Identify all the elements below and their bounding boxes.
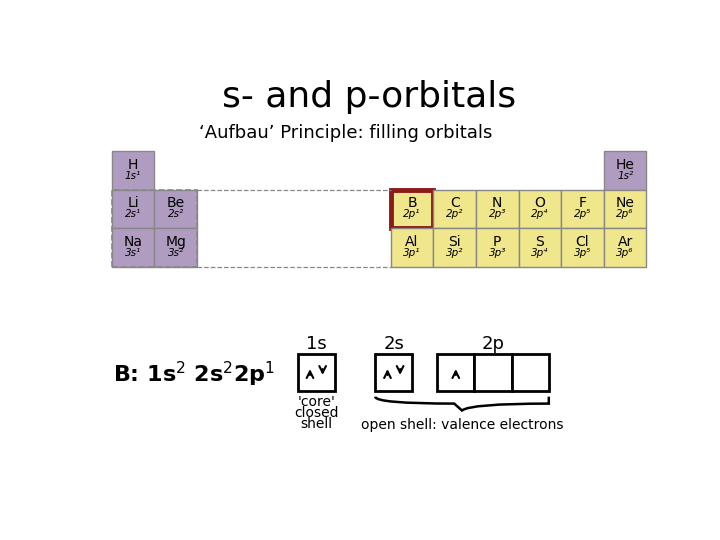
Text: S: S [536, 235, 544, 249]
Bar [476, 190, 518, 228]
Bar [518, 228, 561, 267]
Text: s- and p-orbitals: s- and p-orbitals [222, 80, 516, 114]
Text: closed: closed [294, 406, 338, 420]
Bar [474, 354, 512, 390]
Text: 3p⁶: 3p⁶ [616, 248, 634, 258]
Text: 2s¹: 2s¹ [125, 209, 141, 219]
Bar [154, 190, 197, 228]
Text: 3p⁵: 3p⁵ [574, 248, 591, 258]
Text: Mg: Mg [165, 235, 186, 249]
Bar [391, 190, 433, 228]
Text: 3p¹: 3p¹ [403, 248, 420, 258]
Text: 2p⁵: 2p⁵ [574, 209, 591, 219]
Bar [518, 190, 561, 228]
Bar [154, 228, 197, 267]
Text: 2p¹: 2p¹ [403, 209, 420, 219]
Bar [433, 228, 476, 267]
Text: 3p⁴: 3p⁴ [531, 248, 549, 258]
Bar [112, 190, 197, 267]
Text: Al: Al [405, 235, 419, 249]
Text: 3p³: 3p³ [489, 248, 506, 258]
Text: 3p²: 3p² [446, 248, 464, 258]
Text: 1s¹: 1s¹ [125, 171, 141, 181]
Bar [112, 190, 154, 228]
Bar [112, 228, 154, 267]
Bar [433, 190, 476, 228]
Text: He: He [616, 158, 634, 172]
Text: 1s²: 1s² [617, 171, 633, 181]
Text: Ne: Ne [616, 197, 634, 211]
Bar [476, 228, 518, 267]
Text: Ar: Ar [618, 235, 633, 249]
Text: Cl: Cl [576, 235, 590, 249]
Text: H: H [128, 158, 138, 172]
Text: 2p: 2p [482, 335, 505, 353]
Text: Na: Na [124, 235, 143, 249]
Text: 2p⁴: 2p⁴ [531, 209, 549, 219]
Bar [604, 151, 647, 190]
Text: open shell: valence electrons: open shell: valence electrons [361, 418, 563, 432]
Bar [391, 190, 433, 228]
Bar [512, 354, 549, 390]
Text: 2p³: 2p³ [489, 209, 506, 219]
Bar [112, 151, 154, 190]
Text: 'core': 'core' [297, 395, 336, 409]
Text: B: B [408, 197, 417, 211]
Text: Be: Be [166, 197, 185, 211]
Text: P: P [493, 235, 501, 249]
Text: 2p⁶: 2p⁶ [616, 209, 634, 219]
Bar [604, 190, 647, 228]
Text: 1s: 1s [306, 335, 327, 353]
Text: ‘Aufbau’ Principle: filling orbitals: ‘Aufbau’ Principle: filling orbitals [199, 124, 492, 141]
Bar [297, 354, 335, 390]
Text: C: C [450, 197, 459, 211]
Text: 3s²: 3s² [168, 248, 184, 258]
Text: N: N [492, 197, 503, 211]
Text: Li: Li [127, 197, 139, 211]
Text: 2p²: 2p² [446, 209, 464, 219]
Bar [391, 228, 433, 267]
Bar [561, 228, 604, 267]
Bar [437, 354, 474, 390]
Text: O: O [534, 197, 545, 211]
Text: shell: shell [300, 417, 333, 430]
Text: 3s¹: 3s¹ [125, 248, 141, 258]
Text: 2s²: 2s² [168, 209, 184, 219]
Text: F: F [578, 197, 587, 211]
Text: B: 1s$^2$ 2s$^2$2p$^1$: B: 1s$^2$ 2s$^2$2p$^1$ [113, 360, 276, 389]
Bar [375, 354, 413, 390]
Text: 2s: 2s [383, 335, 404, 353]
Text: Si: Si [449, 235, 461, 249]
Bar [604, 228, 647, 267]
Bar [561, 190, 604, 228]
